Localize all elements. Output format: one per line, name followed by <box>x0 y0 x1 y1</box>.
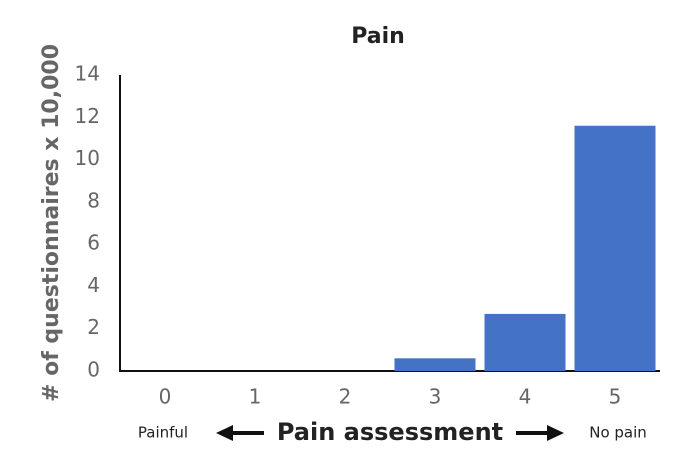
chart-title: Pain <box>351 24 405 49</box>
y-tick-label: 2 <box>87 315 100 339</box>
y-tick-label: 8 <box>87 188 100 212</box>
annotation: No pain <box>589 424 647 442</box>
arrow-left <box>216 425 264 441</box>
x-tick-label: 2 <box>339 385 352 409</box>
bar <box>394 358 476 371</box>
y-tick-label: 14 <box>75 62 100 86</box>
x-tick-label: 5 <box>609 385 622 409</box>
x-tick-label: 0 <box>159 385 172 409</box>
bar <box>484 313 566 371</box>
y-tick-label: 10 <box>75 146 100 170</box>
y-tick-label: 12 <box>75 104 100 128</box>
arrow-right <box>516 425 564 441</box>
y-tick-label: 6 <box>87 231 100 255</box>
y-tick-label: 4 <box>87 273 100 297</box>
annotation: Painful <box>138 424 188 442</box>
x-tick-label: 1 <box>249 385 262 409</box>
x-tick-label: 3 <box>429 385 442 409</box>
x-axis-label: Pain assessment <box>277 418 503 446</box>
bar <box>574 125 656 371</box>
y-axis-label: # of questionnaires x 10,000 <box>39 44 64 402</box>
y-tick-label: 0 <box>87 358 100 382</box>
x-tick-label: 4 <box>519 385 532 409</box>
